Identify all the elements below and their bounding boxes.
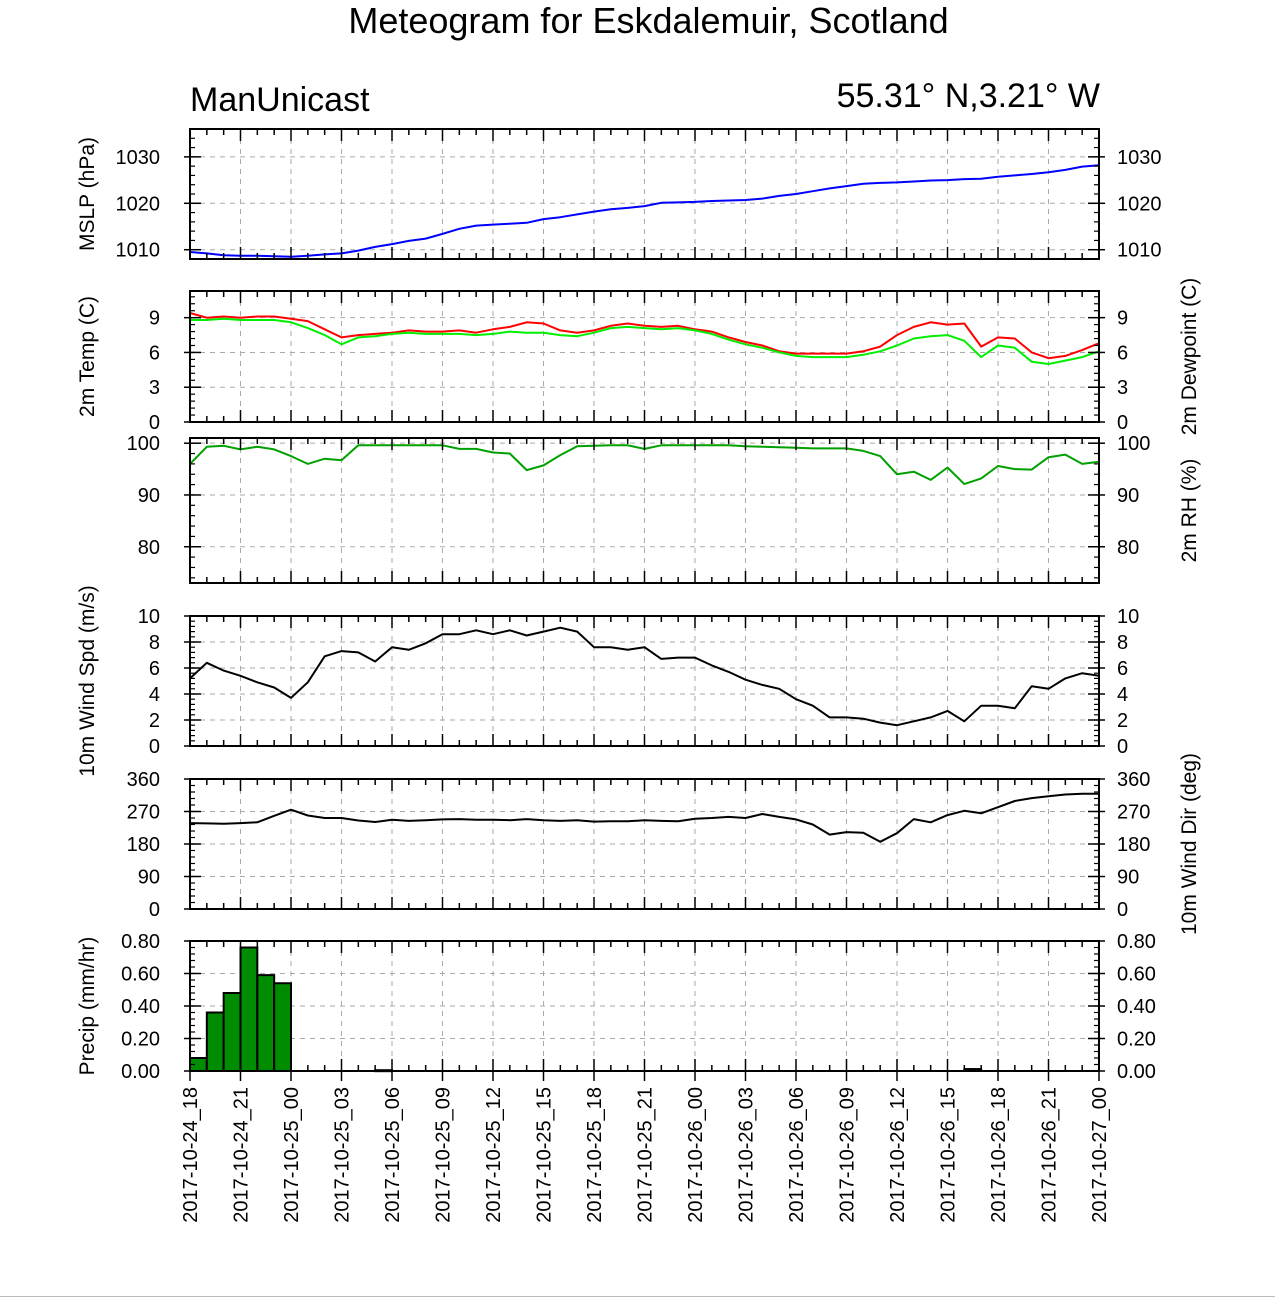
y-tick-label-right: 100 <box>1117 433 1150 455</box>
y-axis-label: Precip (mm/hr) <box>76 937 99 1076</box>
panel-wind_spd: 0 0 2 2 4 4 6 6 8 8 10 10 10m Wind Spd (m/s) <box>76 585 1139 776</box>
y-tick-label: 90 <box>138 867 160 889</box>
y-tick-label-right: 80 <box>1117 537 1139 559</box>
page-title: Meteogram for Eskdalemuir, Scotland <box>348 0 949 41</box>
y-tick-label: 4 <box>149 684 160 706</box>
y-tick-label: 80 <box>138 537 160 559</box>
y-tick-label-right: 10 <box>1117 606 1139 628</box>
model-label: ManUnicast <box>190 81 370 119</box>
precip-bar <box>256 974 276 1072</box>
panel-rh: 80 80 90 90 100 100 2m RH (%) <box>127 433 1201 584</box>
y-tick-label: 10 <box>138 606 160 628</box>
y-axis-label-right: 2m RH (%) <box>1178 459 1201 563</box>
y-tick-label-right: 0 <box>1117 736 1128 758</box>
x-tick-label: 2017-10-25_18 <box>584 1087 606 1223</box>
y-axis-label-right: 2m Dewpoint (C) <box>1178 278 1201 436</box>
y-tick-label-right: 2 <box>1117 710 1128 732</box>
x-tick-label: 2017-10-26_15 <box>938 1087 960 1223</box>
x-tick-label: 2017-10-25_03 <box>332 1087 354 1223</box>
y-tick-label-right: 8 <box>1117 632 1128 654</box>
y-tick-label: 6 <box>149 342 160 364</box>
x-tick-label: 2017-10-26_00 <box>685 1087 707 1223</box>
y-tick-label: 180 <box>127 834 160 856</box>
x-tick-label: 2017-10-27_00 <box>1089 1087 1111 1223</box>
y-tick-label: 2 <box>149 710 160 732</box>
precip-bar <box>205 1011 225 1072</box>
y-tick-label: 0 <box>149 899 160 921</box>
x-tick-label: 2017-10-25_09 <box>433 1087 455 1223</box>
y-tick-label-right: 1010 <box>1117 240 1162 262</box>
x-tick-label: 2017-10-26_18 <box>988 1087 1010 1223</box>
y-tick-label-right: 90 <box>1117 485 1139 507</box>
y-tick-label: 1020 <box>116 193 161 215</box>
y-tick-label-right: 0.40 <box>1117 996 1156 1018</box>
y-tick-label-right: 1030 <box>1117 147 1162 169</box>
x-tick-label: 2017-10-26_21 <box>1039 1087 1061 1223</box>
x-tick-label: 2017-10-24_21 <box>231 1087 253 1223</box>
bottom-rule <box>0 1296 1275 1297</box>
series-line-temp <box>189 312 1100 360</box>
x-axis-labels: 2017-10-24_18 2017-10-24_21 2017-10-25_00 2… <box>180 1071 1111 1223</box>
y-tick-label: 8 <box>149 632 160 654</box>
series-line-dewpoint <box>190 317 1100 365</box>
y-tick-label-right: 6 <box>1117 658 1128 680</box>
y-tick-label: 6 <box>149 658 160 680</box>
panel-wind_dir: 0 0 90 90 180 180 270 270 360 360 10m Wind Dir (de… <box>127 753 1201 935</box>
y-tick-label-right: 0.60 <box>1117 964 1156 986</box>
y-tick-label: 0.60 <box>121 964 160 986</box>
y-axis-label: 10m Wind Spd (m/s) <box>76 585 99 776</box>
location-label: 55.31° N,3.21° W <box>836 77 1100 115</box>
y-tick-label: 270 <box>127 802 160 824</box>
precip-bar <box>239 946 259 1072</box>
x-tick-label: 2017-10-24_18 <box>180 1087 202 1223</box>
series-line-wind <box>189 792 1099 843</box>
x-tick-label: 2017-10-26_03 <box>736 1087 758 1223</box>
x-tick-label: 2017-10-25_00 <box>281 1087 303 1223</box>
panel-temp: 0 0 3 3 6 6 9 9 2m Temp (C) 2m Dewpoint (C) <box>76 278 1201 436</box>
y-tick-label: 0.20 <box>121 1029 160 1051</box>
y-tick-label-right: 270 <box>1117 802 1150 824</box>
y-tick-label: 1030 <box>116 147 161 169</box>
x-tick-label: 2017-10-25_06 <box>382 1087 404 1223</box>
x-tick-label: 2017-10-26_12 <box>887 1087 909 1223</box>
y-tick-label: 0 <box>149 412 160 434</box>
x-tick-label: 2017-10-25_12 <box>483 1087 505 1223</box>
y-tick-label-right: 4 <box>1117 684 1128 706</box>
y-tick-label: 0.00 <box>121 1061 160 1083</box>
y-tick-label: 100 <box>127 433 160 455</box>
y-axis-label-right: 10m Wind Dir (deg) <box>1178 753 1201 935</box>
x-tick-label: 2017-10-25_21 <box>635 1087 657 1223</box>
x-tick-label: 2017-10-26_06 <box>786 1087 808 1223</box>
y-tick-label-right: 6 <box>1117 342 1128 364</box>
precip-bar <box>273 982 292 1072</box>
y-tick-label-right: 0.00 <box>1117 1061 1156 1083</box>
y-tick-label-right: 0 <box>1117 899 1128 921</box>
y-tick-label-right: 360 <box>1117 769 1150 791</box>
y-tick-label-right: 0.80 <box>1117 931 1156 953</box>
y-tick-label: 1010 <box>116 240 161 262</box>
y-tick-label-right: 0 <box>1117 412 1128 434</box>
panel-mslp: 1010 1010 1020 1020 1030 1030 MSLP (hPa) <box>76 128 1162 262</box>
y-tick-label-right: 0.20 <box>1117 1029 1156 1051</box>
precip-bar <box>222 992 242 1072</box>
y-tick-label: 0 <box>149 736 160 758</box>
x-tick-label: 2017-10-25_15 <box>534 1087 556 1223</box>
y-tick-label: 90 <box>138 485 160 507</box>
y-tick-label-right: 9 <box>1117 308 1128 330</box>
y-tick-label-right: 90 <box>1117 867 1139 889</box>
y-tick-label-right: 3 <box>1117 377 1128 399</box>
y-tick-label-right: 1020 <box>1117 193 1162 215</box>
y-axis-label: MSLP (hPa) <box>76 137 99 251</box>
y-tick-label: 0.40 <box>121 996 160 1018</box>
y-tick-label: 3 <box>149 377 160 399</box>
y-tick-label-right: 180 <box>1117 834 1150 856</box>
y-tick-label: 0.80 <box>121 931 160 953</box>
panel-precip: 0.00 0.00 0.20 0.20 0.40 0.40 0.60 0.60 0.80 0.80… <box>76 931 1156 1083</box>
y-tick-label: 9 <box>149 308 160 330</box>
series-line-wind <box>189 626 1100 727</box>
x-tick-label: 2017-10-26_09 <box>837 1087 859 1223</box>
y-tick-label: 360 <box>127 769 160 791</box>
y-axis-label: 2m Temp (C) <box>76 296 99 417</box>
